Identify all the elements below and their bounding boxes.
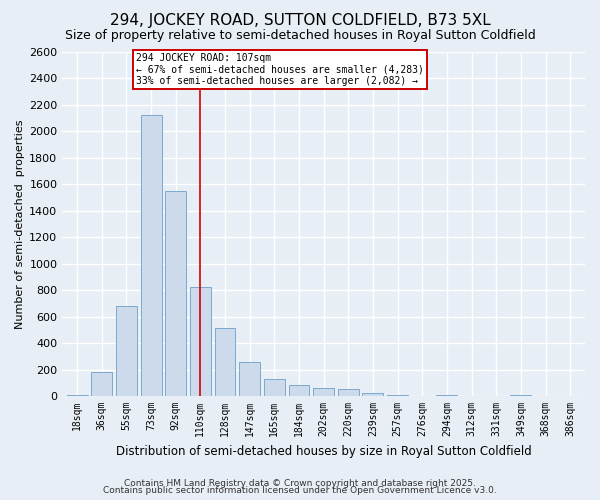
Bar [289, 386, 310, 396]
Bar [190, 288, 211, 396]
Bar [362, 392, 383, 396]
Bar [387, 394, 408, 396]
Bar [165, 190, 186, 396]
Bar [313, 388, 334, 396]
Bar [67, 394, 88, 396]
Bar [511, 394, 532, 396]
Y-axis label: Number of semi-detached  properties: Number of semi-detached properties [15, 119, 25, 328]
Text: Size of property relative to semi-detached houses in Royal Sutton Coldfield: Size of property relative to semi-detach… [65, 29, 535, 42]
Text: 294, JOCKEY ROAD, SUTTON COLDFIELD, B73 5XL: 294, JOCKEY ROAD, SUTTON COLDFIELD, B73 … [110, 12, 490, 28]
Bar [436, 394, 457, 396]
Bar [264, 379, 285, 396]
Bar [239, 362, 260, 396]
Bar [91, 372, 112, 396]
Text: Contains public sector information licensed under the Open Government Licence v3: Contains public sector information licen… [103, 486, 497, 495]
Bar [338, 390, 359, 396]
Bar [215, 328, 235, 396]
Text: Contains HM Land Registry data © Crown copyright and database right 2025.: Contains HM Land Registry data © Crown c… [124, 478, 476, 488]
X-axis label: Distribution of semi-detached houses by size in Royal Sutton Coldfield: Distribution of semi-detached houses by … [116, 444, 532, 458]
Bar [140, 115, 161, 396]
Bar [116, 306, 137, 396]
Text: 294 JOCKEY ROAD: 107sqm
← 67% of semi-detached houses are smaller (4,283)
33% of: 294 JOCKEY ROAD: 107sqm ← 67% of semi-de… [136, 53, 424, 86]
